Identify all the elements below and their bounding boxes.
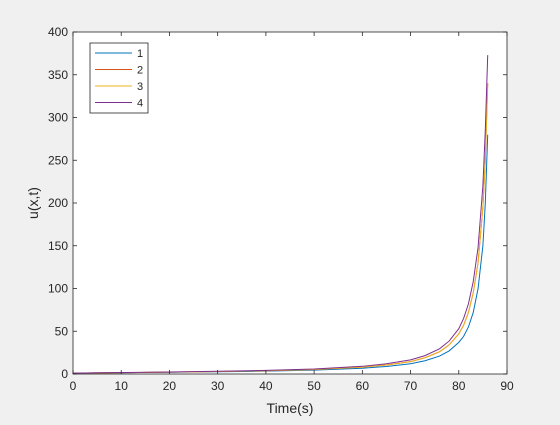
y-tick-label: 50 xyxy=(55,324,69,338)
series-layer xyxy=(72,55,489,374)
legend-label-4: 4 xyxy=(137,98,143,110)
legend-label-1: 1 xyxy=(137,48,143,60)
y-tick-label: 200 xyxy=(48,196,68,210)
y-axis-label: u(x,t) xyxy=(25,187,41,219)
x-tick-label: 90 xyxy=(500,379,514,393)
legend-box xyxy=(89,42,149,114)
x-axis-label: Time(s) xyxy=(267,400,314,416)
y-tick-label: 0 xyxy=(61,367,68,381)
y-tick-label: 350 xyxy=(48,68,68,82)
legend: 1 2 3 4 xyxy=(89,42,149,114)
y-tick-label: 150 xyxy=(48,239,68,253)
x-tick-label: 40 xyxy=(259,379,273,393)
x-tick-label: 80 xyxy=(452,379,466,393)
x-tick-label: 70 xyxy=(404,379,418,393)
y-tick-label: 100 xyxy=(48,282,68,296)
x-tick-label: 60 xyxy=(356,379,370,393)
y-tick-label: 300 xyxy=(48,111,68,125)
y-tick-label: 250 xyxy=(48,153,68,167)
axes-layer: 0 10 20 30 40 50 60 70 80 90 0 50 100 150 200 250 300 350… xyxy=(48,25,514,393)
x-tick-label: 30 xyxy=(211,379,225,393)
series-line-4 xyxy=(72,55,489,374)
legend-label-2: 2 xyxy=(137,65,143,77)
y-tick-label: 400 xyxy=(48,25,68,39)
legend-label-3: 3 xyxy=(137,81,143,93)
x-tick-label: 0 xyxy=(70,379,77,393)
x-tick-label: 50 xyxy=(307,379,321,393)
x-tick-label: 20 xyxy=(163,379,177,393)
x-tick-label: 10 xyxy=(115,379,129,393)
